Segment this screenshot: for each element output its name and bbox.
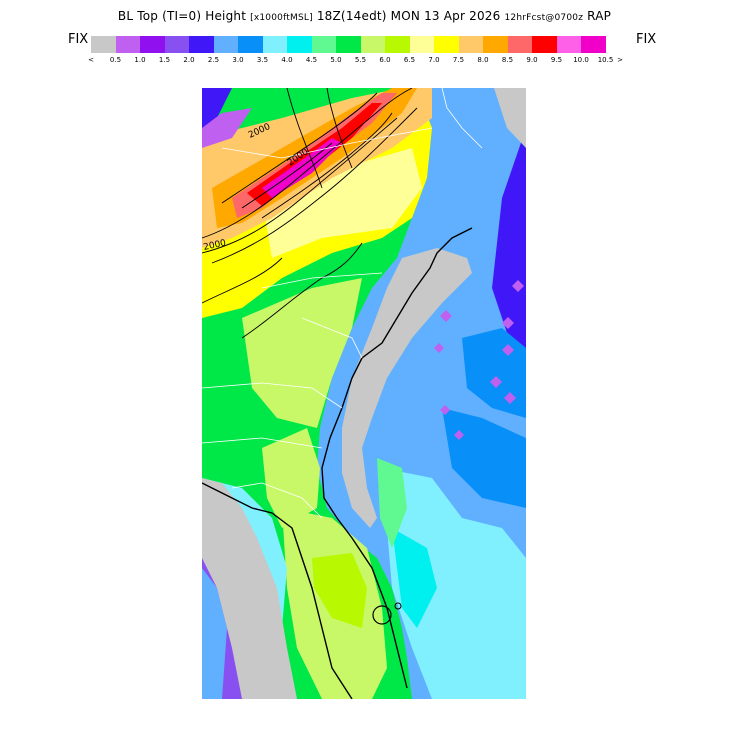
contour-lines xyxy=(202,88,418,339)
legend-swatch xyxy=(164,36,189,53)
legend-tick: 4.0 xyxy=(281,56,293,64)
legend-tick: 6.0 xyxy=(379,56,391,64)
legend-swatch xyxy=(507,36,532,53)
map-title: BL Top (TI=0) Height [x1000ftMSL] 18Z(14… xyxy=(0,9,729,23)
legend-swatch xyxy=(483,36,508,53)
legend-tick: 5.0 xyxy=(330,56,342,64)
title-forecast: 12hrFcst@0700z xyxy=(504,13,584,23)
legend-swatch xyxy=(287,36,312,53)
legend-tick: 3.0 xyxy=(232,56,244,64)
offshore-blue-region-2 xyxy=(442,408,526,508)
legend-tick-under: < xyxy=(88,56,94,64)
gulf-blue-region xyxy=(202,568,227,699)
atlantic-masked-region xyxy=(342,248,472,528)
offshore-diamonds xyxy=(434,280,524,440)
legend-swatch xyxy=(385,36,410,53)
title-time: 18Z(14edt) MON 13 Apr 2026 xyxy=(316,9,501,23)
corner-violet-region xyxy=(202,108,252,148)
legend-fix-right: FIX xyxy=(636,32,657,47)
legend-tick: 9.0 xyxy=(526,56,538,64)
legend-swatch xyxy=(115,36,140,53)
offshore-deep-region xyxy=(492,128,526,388)
legend-tick: 10.5 xyxy=(597,56,614,64)
legend-swatch xyxy=(409,36,434,53)
legend-swatch xyxy=(238,36,263,53)
legend-swatch xyxy=(458,36,483,53)
legend-swatch xyxy=(336,36,361,53)
title-main: BL Top (TI=0) Height xyxy=(117,9,247,23)
state-borders xyxy=(202,88,483,519)
legend-tick: 6.5 xyxy=(403,56,416,64)
legend-ticks: <0.5 1.0 1.5 2.0 2.5 3.0 3.5 4.0 4.5 5.0 5.5 6.0 6.5… xyxy=(80,56,650,68)
legend-swatch xyxy=(140,36,165,53)
legend-swatch xyxy=(262,36,287,53)
marker-circle xyxy=(372,605,392,625)
legend-tick: 8.0 xyxy=(477,56,489,64)
color-legend xyxy=(91,36,606,53)
offshore-green-band xyxy=(377,458,407,548)
legend-swatch xyxy=(91,36,116,53)
legend-swatch xyxy=(434,36,459,53)
map-canvas: 2000 2000 2000 xyxy=(202,88,526,699)
legend-swatch xyxy=(213,36,238,53)
florida-yellowgreen-patch xyxy=(312,553,367,628)
legend-tick-over: > xyxy=(617,56,623,64)
northeast-masked-region xyxy=(494,88,526,148)
legend-swatch xyxy=(532,36,557,53)
legend-swatch xyxy=(189,36,214,53)
legend-fix-left: FIX xyxy=(68,32,89,47)
legend-tick: 5.5 xyxy=(354,56,367,64)
legend-tick: 7.0 xyxy=(428,56,440,64)
legend-tick: 2.5 xyxy=(207,56,220,64)
gulf-masked-region xyxy=(202,478,297,699)
legend-tick: 0.5 xyxy=(109,56,122,64)
legend-tick: 2.0 xyxy=(183,56,195,64)
corner-blue-region xyxy=(202,88,232,133)
contour-label-3: 2000 xyxy=(203,238,228,253)
title-units: [x1000ftMSL] xyxy=(250,13,313,23)
mountain-magenta-region xyxy=(262,138,342,198)
legend-tick: 7.5 xyxy=(452,56,465,64)
legend-swatch xyxy=(311,36,336,53)
legend-tick: 1.5 xyxy=(158,56,171,64)
offshore-cyan-region xyxy=(382,468,526,699)
title-model: RAP xyxy=(587,9,612,23)
forecast-map: 2000 2000 2000 xyxy=(202,88,526,699)
legend-swatch xyxy=(556,36,581,53)
marker-dot xyxy=(394,602,402,610)
offshore-cyan-patch xyxy=(392,528,437,628)
legend-swatch xyxy=(581,36,606,53)
legend-tick: 8.5 xyxy=(501,56,514,64)
land-paleyellow-band xyxy=(262,148,422,258)
land-lightgreen-region-2 xyxy=(262,428,320,528)
legend-swatch xyxy=(360,36,385,53)
legend-tick: 1.0 xyxy=(134,56,146,64)
legend-tick: 4.5 xyxy=(305,56,318,64)
legend-tick: 10.0 xyxy=(573,56,589,64)
legend-tick: 3.5 xyxy=(256,56,269,64)
legend-tick: 9.5 xyxy=(550,56,563,64)
